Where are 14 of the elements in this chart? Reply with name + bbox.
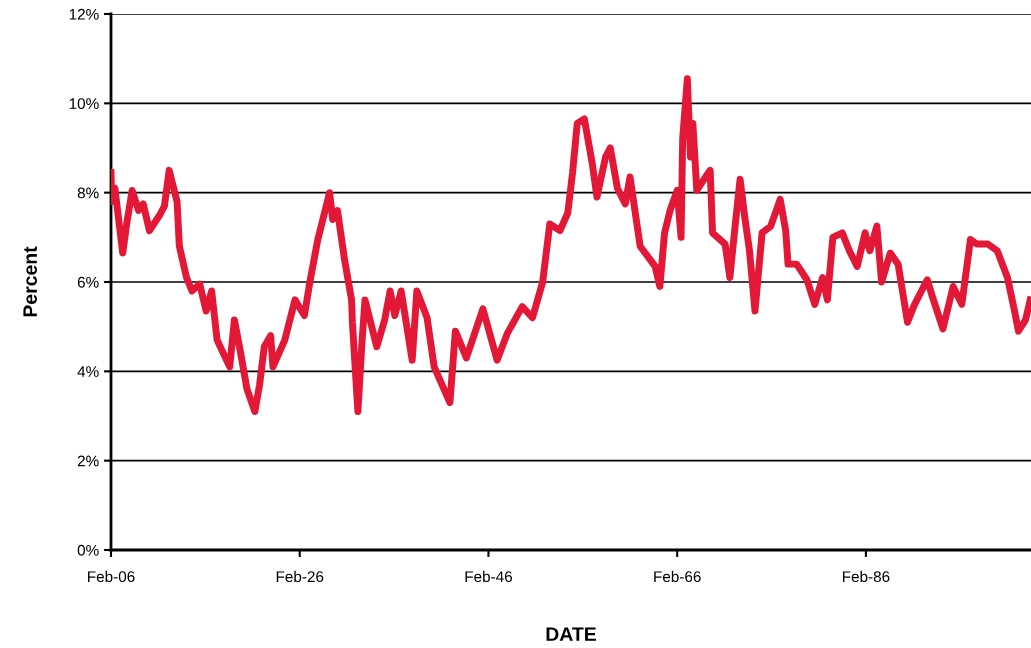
y-tick-label: 12% — [69, 8, 99, 20]
x-tick-label: Feb-66 — [654, 570, 701, 583]
x-tick-label: Feb-26 — [276, 570, 324, 583]
y-axis-title: Percent — [23, 246, 37, 317]
y-tick-label: 2% — [77, 455, 99, 467]
y-tick-label: 4% — [77, 366, 99, 377]
y-tick-label: 10% — [69, 98, 99, 110]
x-tick-label: Feb-46 — [465, 570, 512, 583]
y-tick-label: 8% — [77, 187, 99, 199]
x-axis-title: DATE — [546, 627, 596, 641]
y-tick-label: 0% — [77, 544, 99, 556]
y-tick-label: 6% — [77, 276, 99, 288]
x-tick-label: Feb-86 — [842, 570, 890, 583]
x-tick-label: Feb-06 — [88, 570, 135, 583]
